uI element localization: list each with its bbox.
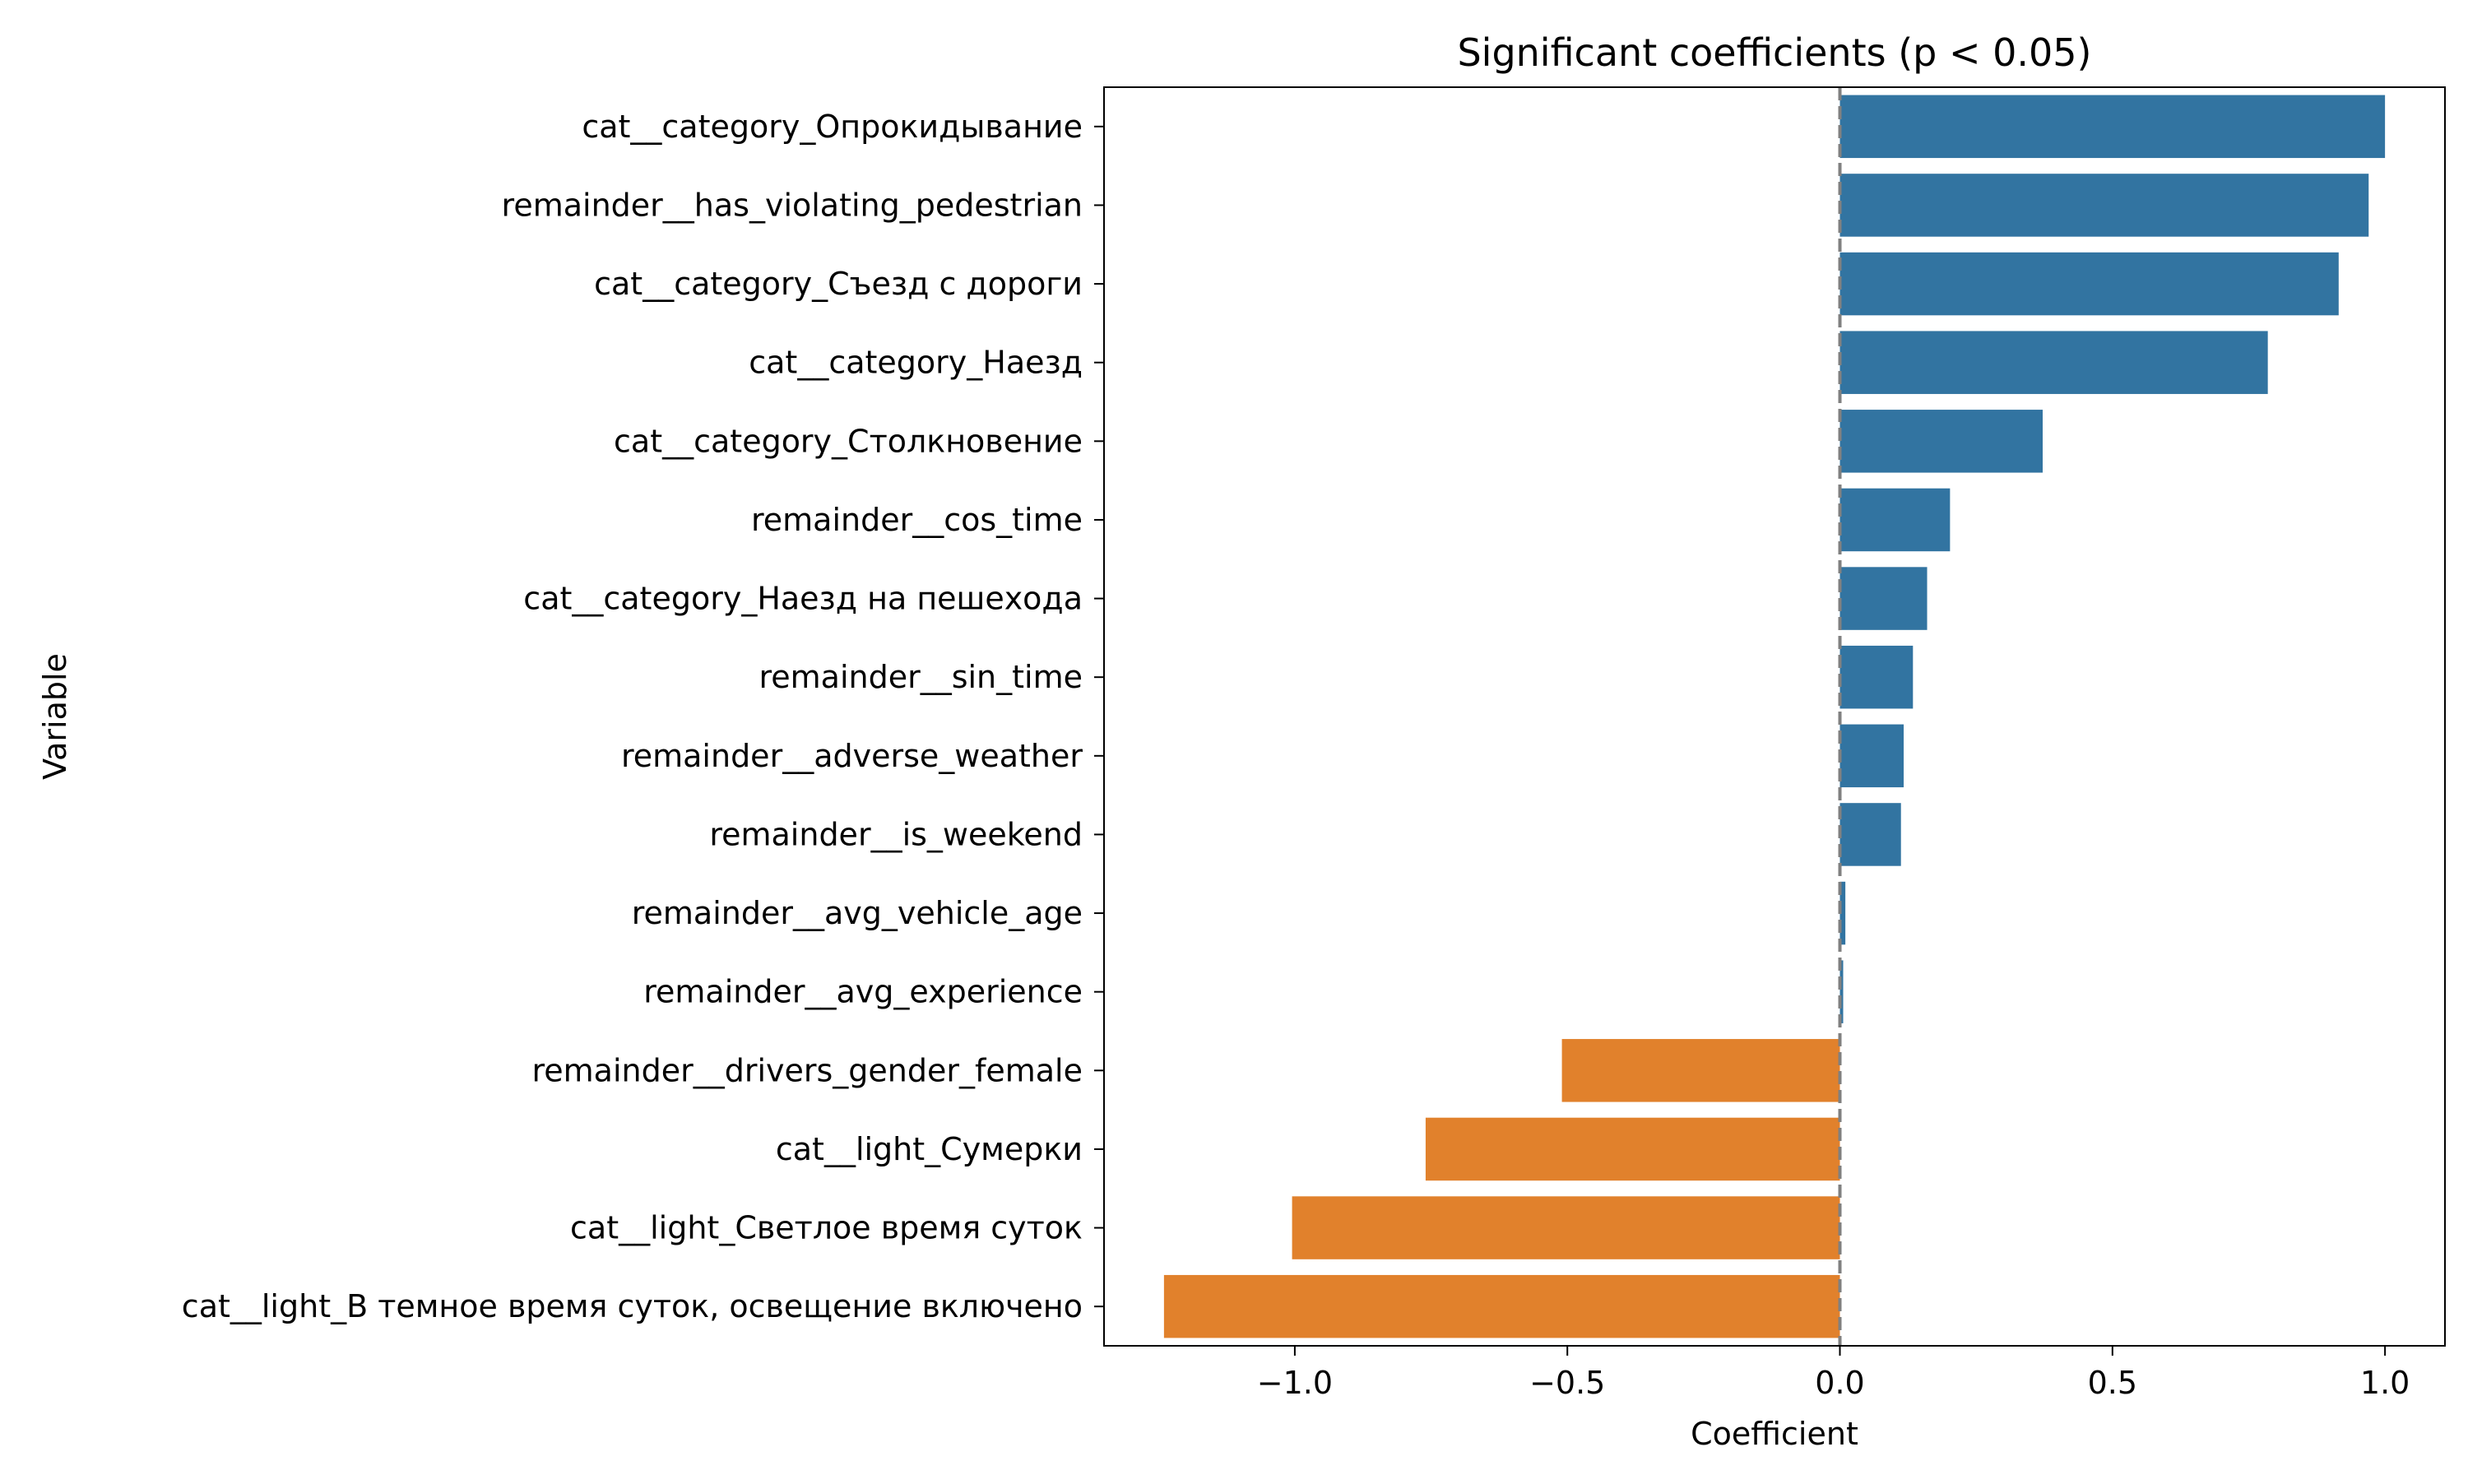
y-tick-label-3: cat__category_Наезд <box>749 345 1083 381</box>
bar-13 <box>1425 1117 1840 1181</box>
y-axis-label: Variable <box>37 653 73 780</box>
plot-frame <box>1103 86 2446 1347</box>
y-tick-label-11: remainder__avg_experience <box>643 974 1083 1010</box>
y-tick-label-9: remainder__is_weekend <box>709 816 1083 852</box>
x-tick-label-3: 0.5 <box>2088 1365 2137 1401</box>
bar-9 <box>1839 803 1901 866</box>
x-tick-label-2: 0.0 <box>1815 1365 1864 1401</box>
chart-title: Significant coefficients (p < 0.05) <box>1457 30 2091 75</box>
x-tick-label-0: −1.0 <box>1257 1365 1333 1401</box>
x-axis-label: Coefficient <box>1691 1416 1858 1452</box>
bar-2 <box>1839 252 2339 316</box>
y-tick-label-7: remainder__sin_time <box>758 659 1083 695</box>
y-tick-label-4: cat__category_Столкновение <box>614 423 1083 459</box>
bar-1 <box>1839 174 2369 237</box>
y-tick-label-14: cat__light_Светлое время суток <box>570 1210 1083 1246</box>
y-tick-label-12: remainder__drivers_gender_female <box>531 1052 1083 1088</box>
bar-10 <box>1839 881 1846 945</box>
bar-12 <box>1561 1039 1840 1102</box>
bars-layer <box>1163 95 2386 1338</box>
x-tick-label-4: 1.0 <box>2360 1365 2410 1401</box>
y-tick-label-8: remainder__adverse_weather <box>621 738 1083 774</box>
y-tick-label-10: remainder__avg_vehicle_age <box>632 895 1083 931</box>
y-tick-label-15: cat__light_В темное время суток, освещен… <box>182 1288 1083 1324</box>
y-tick-label-0: cat__category_Опрокидывание <box>582 109 1083 145</box>
bar-15 <box>1163 1274 1840 1338</box>
bar-4 <box>1839 410 2043 473</box>
bar-11 <box>1839 960 1844 1023</box>
y-tick-label-13: cat__light_Сумерки <box>776 1131 1083 1167</box>
bar-7 <box>1839 645 1914 709</box>
y-axis-ticks: cat__category_Опрокидывание remainder__ha… <box>182 109 1104 1324</box>
y-tick-label-2: cat__category_Съезд с дороги <box>594 266 1083 302</box>
x-axis-ticks: −1.0 −0.5 0.0 0.5 1.0 <box>1257 1346 2410 1401</box>
bar-14 <box>1292 1196 1840 1259</box>
y-tick-label-5: remainder__cos_time <box>751 502 1083 538</box>
bar-5 <box>1839 488 1951 552</box>
x-tick-label-1: −0.5 <box>1529 1365 1605 1401</box>
y-tick-label-1: remainder__has_violating_pedestrian <box>502 187 1083 223</box>
bar-8 <box>1839 724 1904 788</box>
y-tick-label-6: cat__category_Наезд на пешехода <box>523 581 1083 617</box>
bar-0 <box>1839 95 2386 159</box>
bar-6 <box>1839 567 1928 630</box>
bar-3 <box>1839 331 2268 394</box>
